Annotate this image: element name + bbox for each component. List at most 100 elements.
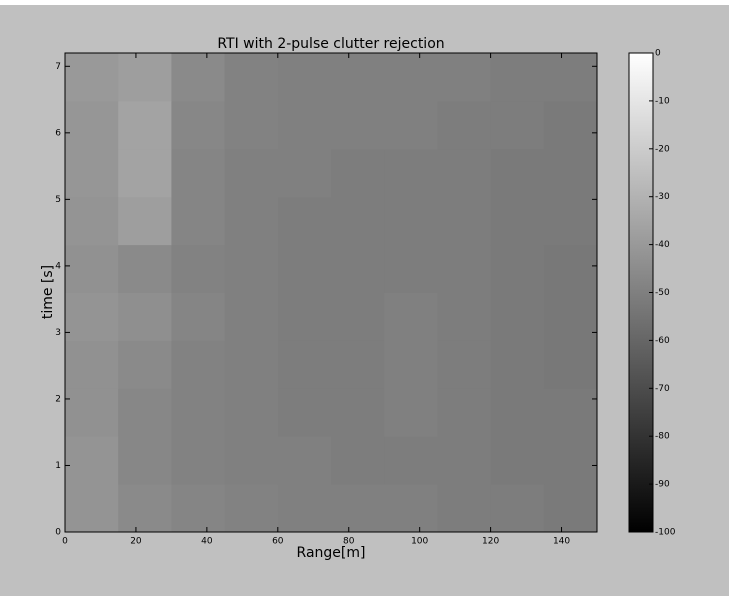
heatmap-cell (543, 436, 598, 485)
heatmap-cell (543, 196, 598, 246)
heatmap-cell (224, 148, 279, 198)
heatmap-cell (118, 148, 172, 198)
heatmap-cell (490, 436, 545, 485)
heatmap-cell (277, 100, 332, 150)
heatmap-cell (331, 244, 385, 293)
heatmap-cell (490, 340, 545, 389)
colorbar-tick-label: -40 (655, 240, 670, 250)
heatmap-cell (224, 196, 279, 246)
heatmap-cell (65, 340, 119, 389)
heatmap-cell (490, 100, 545, 150)
y-tick-label: 6 (55, 128, 61, 138)
heatmap-cell (490, 292, 545, 341)
heatmap-cell (224, 340, 279, 389)
heatmap-cell (490, 196, 545, 246)
heatmap-cell (118, 484, 172, 533)
heatmap-cell (384, 388, 438, 437)
heatmap-cell (224, 388, 279, 437)
heatmap-cell (65, 196, 119, 246)
heatmap-cell (331, 388, 385, 437)
heatmap-cell (490, 53, 545, 102)
heatmap-cell (224, 484, 279, 533)
x-tick-label: 140 (553, 537, 570, 547)
heatmap-cell (65, 53, 119, 102)
heatmap-cell (277, 340, 332, 389)
heatmap-cell (277, 53, 332, 102)
x-tick-label: 20 (130, 537, 142, 547)
heatmap-cell (331, 484, 385, 533)
heatmap-cell (331, 196, 385, 246)
heatmap-cell (384, 436, 438, 485)
heatmap-cell (224, 292, 279, 341)
heatmap-cell (224, 53, 279, 102)
heatmap-cell (543, 340, 598, 389)
heatmap-cell (171, 244, 226, 293)
heatmap-cell (277, 244, 332, 293)
top-strip (0, 0, 729, 5)
heatmap-cell (277, 292, 332, 341)
heatmap-cell (171, 148, 226, 198)
heatmap-cell (384, 100, 438, 150)
x-axis-label: Range[m] (297, 545, 366, 561)
y-tick-label: 3 (55, 328, 61, 338)
heatmap-cell (543, 244, 598, 293)
y-axis-label: time [s] (40, 265, 56, 319)
heatmap-cell (277, 388, 332, 437)
y-tick-label: 1 (55, 461, 61, 471)
heatmap-cell (384, 148, 438, 198)
heatmap-cell (65, 148, 119, 198)
x-tick-label: 120 (482, 537, 499, 547)
heatmap-cell (118, 292, 172, 341)
y-tick-label: 2 (55, 394, 61, 404)
heatmap-cell (384, 196, 438, 246)
y-tick-label: 5 (55, 195, 61, 205)
y-tick-label: 4 (55, 261, 61, 271)
y-tick-label: 0 (55, 528, 61, 538)
colorbar-tick-label: -30 (655, 192, 670, 202)
heatmap-cell (331, 100, 385, 150)
heatmap-cell (118, 196, 172, 246)
heatmap-cell (118, 388, 172, 437)
y-tick-label: 7 (55, 62, 61, 72)
heatmap-cell (437, 148, 492, 198)
heatmap-cell (490, 148, 545, 198)
heatmap-cell (118, 340, 172, 389)
heatmap-cell (171, 100, 226, 150)
colorbar-tick-label: 0 (655, 49, 661, 59)
heatmap-cell (384, 292, 438, 341)
heatmap-cell (437, 244, 492, 293)
heatmap-cell (277, 484, 332, 533)
heatmap-cell (65, 292, 119, 341)
heatmap-cell (171, 53, 226, 102)
heatmap-cell (331, 292, 385, 341)
heatmap-cell (543, 292, 598, 341)
heatmap-cell (543, 100, 598, 150)
heatmap-cell (331, 340, 385, 389)
heatmap-cell (490, 484, 545, 533)
heatmap-cell (437, 436, 492, 485)
colorbar-tick-label: -100 (655, 528, 676, 538)
heatmap-cell (65, 436, 119, 485)
heatmap-cell (331, 436, 385, 485)
heatmap-cell (384, 53, 438, 102)
colorbar-tick-label: -10 (655, 96, 670, 106)
plot-frame (64, 52, 598, 533)
heatmap-cell (65, 244, 119, 293)
heatmap-cell (171, 196, 226, 246)
heatmap-cell (384, 340, 438, 389)
heatmap-cell (384, 484, 438, 533)
heatmap-cell (543, 388, 598, 437)
x-tick-label: 80 (343, 537, 355, 547)
heatmap-cell (437, 100, 492, 150)
heatmap-cell (118, 53, 172, 102)
heatmap-cell (437, 53, 492, 102)
heatmap-cell (331, 53, 385, 102)
heatmap-cell (224, 100, 279, 150)
colorbar-tick-label: -20 (655, 144, 670, 154)
heatmap-cell (65, 388, 119, 437)
heatmap-cell (277, 436, 332, 485)
heatmap-cell (384, 244, 438, 293)
heatmap-cell (171, 292, 226, 341)
heatmap-cell (543, 53, 598, 102)
